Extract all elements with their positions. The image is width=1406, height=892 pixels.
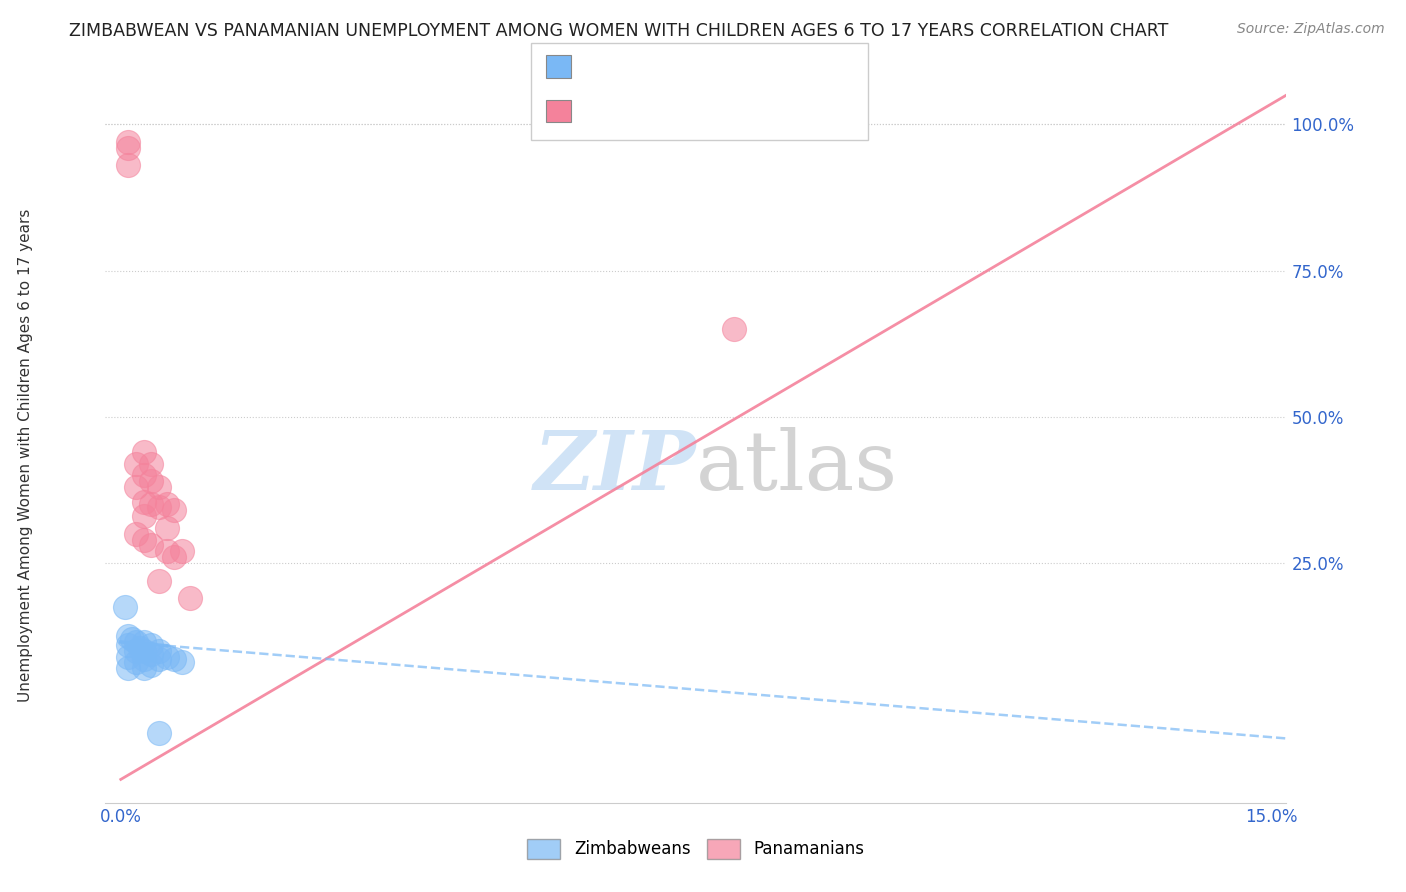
Text: atlas: atlas bbox=[696, 427, 898, 508]
Point bbox=[172, 544, 194, 558]
Point bbox=[132, 445, 155, 459]
Point bbox=[132, 509, 155, 524]
Point bbox=[163, 503, 186, 517]
Point bbox=[117, 638, 139, 652]
Point bbox=[163, 550, 186, 565]
Point bbox=[141, 658, 163, 673]
Point bbox=[148, 500, 170, 515]
Point bbox=[114, 599, 136, 614]
Text: ZIMBABWEAN VS PANAMANIAN UNEMPLOYMENT AMONG WOMEN WITH CHILDREN AGES 6 TO 17 YEA: ZIMBABWEAN VS PANAMANIAN UNEMPLOYMENT AM… bbox=[69, 22, 1168, 40]
Point bbox=[163, 652, 186, 666]
Point bbox=[148, 644, 170, 658]
Point bbox=[141, 498, 163, 512]
Point bbox=[132, 661, 155, 675]
Point bbox=[723, 322, 745, 336]
Point bbox=[125, 656, 148, 670]
Point bbox=[132, 644, 155, 658]
Point bbox=[141, 474, 163, 488]
Point bbox=[148, 574, 170, 588]
Point bbox=[141, 457, 163, 471]
Point bbox=[148, 652, 170, 666]
Point bbox=[121, 632, 143, 646]
Legend: Zimbabweans, Panamanians: Zimbabweans, Panamanians bbox=[520, 832, 872, 866]
Point bbox=[148, 480, 170, 494]
Point bbox=[179, 591, 201, 605]
Point bbox=[117, 158, 139, 172]
Point bbox=[132, 494, 155, 508]
Point bbox=[156, 649, 179, 664]
Point bbox=[125, 526, 148, 541]
Point bbox=[125, 457, 148, 471]
Point bbox=[148, 725, 170, 739]
Text: Unemployment Among Women with Children Ages 6 to 17 years: Unemployment Among Women with Children A… bbox=[18, 208, 32, 702]
Point bbox=[132, 635, 155, 649]
Text: ZIP: ZIP bbox=[533, 427, 696, 508]
Point bbox=[141, 647, 163, 661]
Point bbox=[156, 498, 179, 512]
Point bbox=[117, 629, 139, 643]
Text: N = 23: N = 23 bbox=[700, 58, 780, 76]
Point bbox=[156, 544, 179, 558]
Point bbox=[156, 521, 179, 535]
Point bbox=[132, 468, 155, 483]
Point bbox=[132, 652, 155, 666]
Text: N = 26: N = 26 bbox=[700, 103, 780, 120]
Text: R =: R = bbox=[582, 103, 621, 120]
Text: 0.653: 0.653 bbox=[640, 103, 700, 120]
Point bbox=[132, 533, 155, 547]
Text: Source: ZipAtlas.com: Source: ZipAtlas.com bbox=[1237, 22, 1385, 37]
Point bbox=[117, 135, 139, 149]
Point bbox=[125, 635, 148, 649]
Point bbox=[117, 649, 139, 664]
Point bbox=[129, 640, 152, 655]
Point bbox=[141, 638, 163, 652]
Point bbox=[141, 538, 163, 552]
Point bbox=[117, 141, 139, 155]
Point bbox=[125, 644, 148, 658]
Point bbox=[125, 480, 148, 494]
Point bbox=[172, 656, 194, 670]
Text: -0.091: -0.091 bbox=[640, 58, 700, 76]
Text: R =: R = bbox=[582, 58, 621, 76]
Point bbox=[117, 661, 139, 675]
